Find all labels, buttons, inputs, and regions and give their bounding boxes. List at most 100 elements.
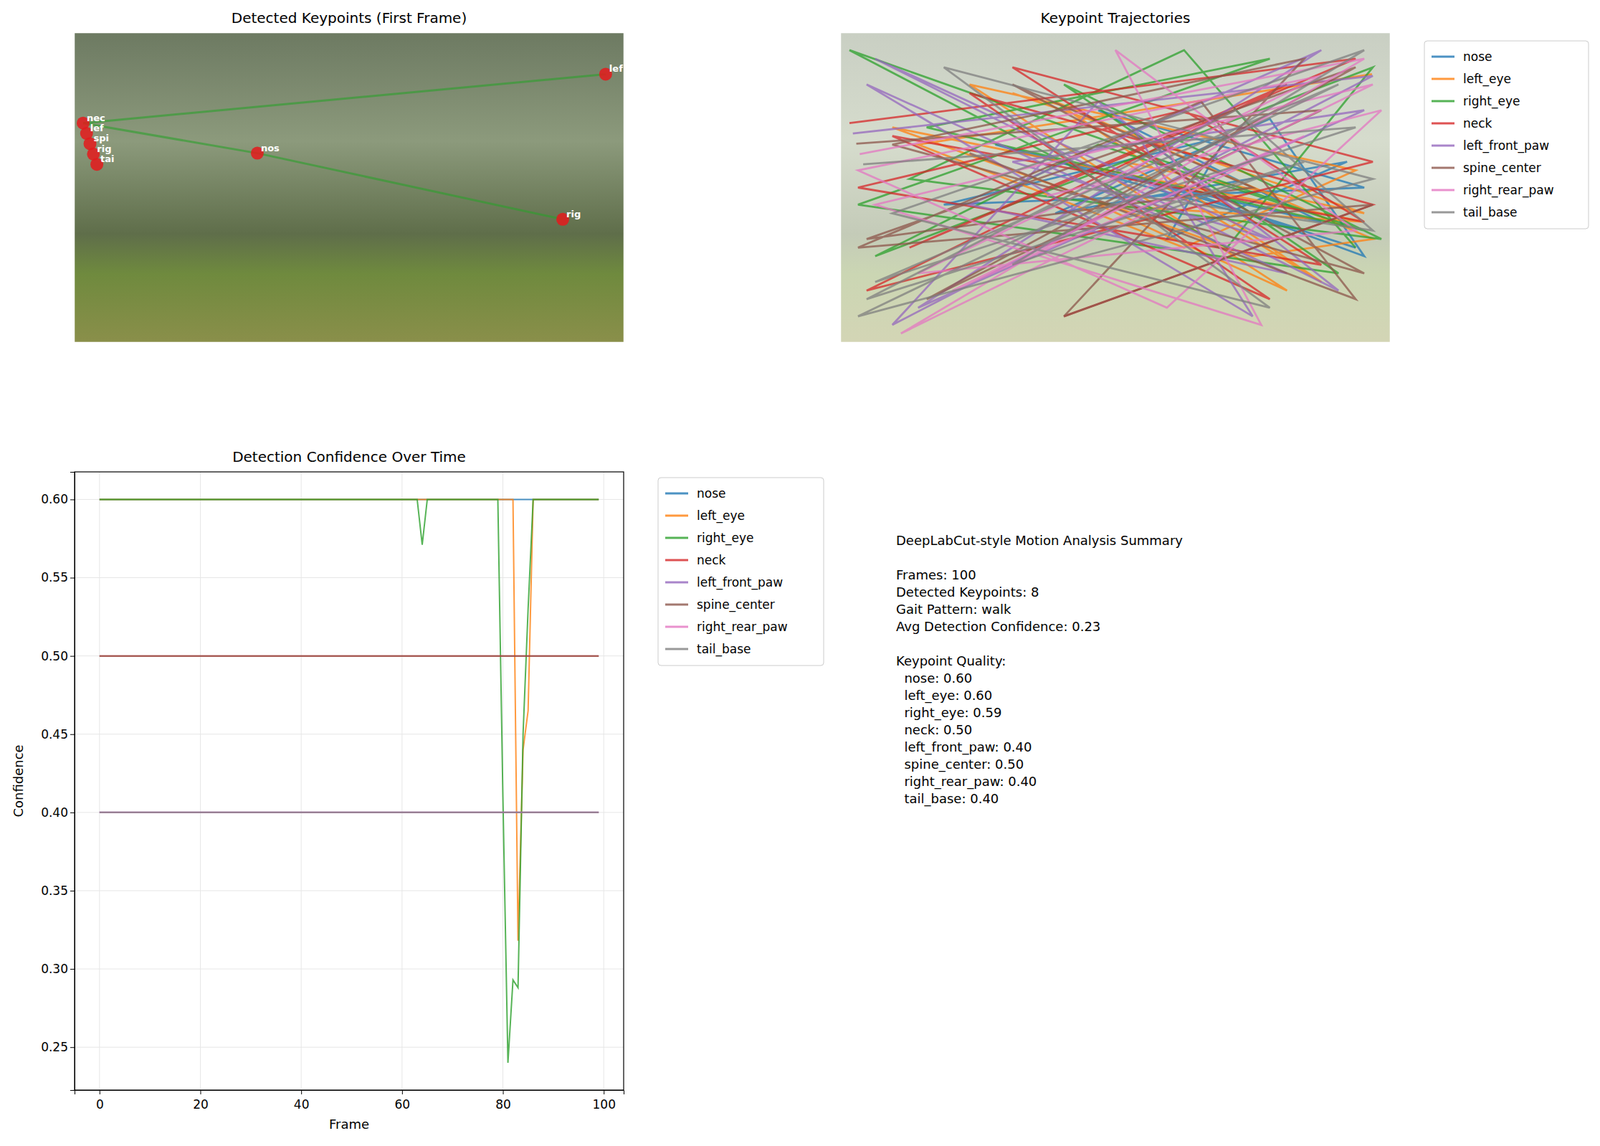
summary-line: Avg Detection Confidence: 0.23 bbox=[896, 618, 1101, 634]
legend-label: left_front_paw bbox=[1463, 138, 1550, 154]
y-tick-label: 0.40 bbox=[40, 805, 69, 820]
legend-swatch bbox=[665, 581, 689, 584]
panel: 0 20 40 60 80 100 0.25 0.30 0.35 0.40 0.45 0.50 0.55… bbox=[10, 448, 824, 1132]
legend-swatch bbox=[665, 648, 689, 651]
keypoint-label: nec bbox=[86, 112, 106, 124]
y-tick-label: 0.50 bbox=[40, 648, 69, 664]
series-line bbox=[99, 498, 599, 1063]
legend-swatch bbox=[1431, 211, 1455, 214]
y-tick: 0.25 bbox=[40, 1039, 75, 1054]
chart-title: Keypoint Trajectories bbox=[1040, 9, 1191, 27]
y-tick-mark bbox=[70, 812, 75, 813]
legend-swatch bbox=[665, 625, 689, 628]
y-tick-label: 0.35 bbox=[40, 883, 69, 898]
y-grid-line bbox=[74, 889, 624, 891]
skeleton-edge bbox=[83, 73, 606, 123]
series-line bbox=[99, 655, 599, 657]
x-tick: 60 bbox=[394, 1089, 411, 1112]
series-line bbox=[99, 655, 599, 657]
summary-line: nose: 0.60 bbox=[896, 670, 973, 686]
x-axis: 0 20 40 60 80 100 bbox=[75, 1089, 625, 1112]
plot-area bbox=[849, 50, 1382, 334]
y-tick-mark bbox=[70, 890, 75, 892]
summary-line: right_rear_paw: 0.40 bbox=[896, 773, 1037, 790]
keypoint-label: rig bbox=[96, 143, 112, 155]
y-tick-mark bbox=[70, 655, 75, 657]
x-tick-label: 0 bbox=[96, 1096, 104, 1112]
y-axis: 0.25 0.30 0.35 0.40 0.45 0.50 0.55 0.60 bbox=[40, 472, 75, 1091]
legend-label: tail_base bbox=[696, 641, 752, 657]
x-tick-label: 20 bbox=[192, 1096, 209, 1112]
x-grid-line bbox=[401, 471, 403, 1090]
legend-swatch bbox=[1431, 144, 1455, 147]
x-tick-mark bbox=[603, 1089, 605, 1094]
summary-text: DeepLabCut-style Motion Analysis Summary… bbox=[896, 532, 1183, 807]
y-tick: 0.45 bbox=[40, 726, 75, 742]
legend-box bbox=[1424, 40, 1589, 229]
legend-swatch bbox=[665, 492, 689, 495]
legend-label: right_rear_paw bbox=[696, 619, 788, 635]
summary-line: Gait Pattern: walk bbox=[896, 601, 1012, 617]
y-tick-mark bbox=[70, 968, 75, 970]
legend-box bbox=[658, 477, 824, 666]
chart-title: Detection Confidence Over Time bbox=[232, 448, 466, 466]
skeleton-edge bbox=[257, 153, 563, 220]
keypoint-label: tai bbox=[100, 153, 114, 165]
y-tick: 0.55 bbox=[40, 569, 75, 585]
keypoint-label: lef bbox=[90, 122, 104, 134]
legend-swatch bbox=[665, 514, 689, 517]
legend-swatch bbox=[665, 559, 689, 562]
y-tick: 0.30 bbox=[40, 961, 75, 976]
legend-label: right_rear_paw bbox=[1463, 182, 1555, 198]
x-tick-label: 100 bbox=[592, 1096, 616, 1112]
x-grid-line bbox=[98, 471, 100, 1090]
panel: noslefrigneclefspirigtaiDetected Keypoin… bbox=[74, 9, 624, 342]
y-tick-label: 0.45 bbox=[40, 726, 69, 742]
legend-label: tail_base bbox=[1463, 205, 1518, 221]
y-grid-line bbox=[74, 1046, 624, 1048]
plot-frame bbox=[840, 32, 1390, 342]
x-tick: 40 bbox=[293, 1089, 310, 1112]
series-line bbox=[99, 811, 599, 813]
plot-frame bbox=[74, 471, 624, 1090]
x-tick-mark bbox=[200, 1089, 201, 1094]
legend-label: left_eye bbox=[696, 508, 745, 524]
y-grid-line bbox=[74, 968, 624, 970]
y-tick: 0.35 bbox=[40, 883, 75, 898]
x-tick: 0 bbox=[96, 1089, 104, 1112]
y-tick-label: 0.25 bbox=[40, 1039, 69, 1054]
legend-label: left_eye bbox=[1463, 71, 1512, 87]
y-tick-mark bbox=[70, 498, 75, 500]
keypoint-labels: noslefrigneclefspirigtai bbox=[86, 63, 623, 219]
y-tick-mark bbox=[70, 1046, 75, 1048]
summary-line: Frames: 100 bbox=[896, 567, 977, 583]
legend-label: neck bbox=[696, 552, 727, 568]
y-tick: 0.40 bbox=[40, 805, 75, 820]
legend-swatch bbox=[1431, 55, 1455, 59]
background bbox=[0, 0, 1600, 1146]
keypoint-label: nos bbox=[260, 142, 280, 154]
legend: noseleft_eyeright_eyeneckleft_front_paws… bbox=[1424, 40, 1589, 229]
summary-line: Detected Keypoints: 8 bbox=[896, 584, 1039, 600]
series-line bbox=[858, 50, 1373, 317]
legend-label: left_front_paw bbox=[696, 574, 783, 590]
image-background bbox=[74, 32, 624, 342]
x-axis-title: Frame bbox=[329, 1116, 370, 1132]
x-tick-mark bbox=[402, 1089, 403, 1094]
plot-frame bbox=[74, 32, 624, 342]
summary-line: DeepLabCut-style Motion Analysis Summary bbox=[896, 532, 1183, 548]
legend-label: nose bbox=[696, 486, 727, 501]
chart-title: Detected Keypoints (First Frame) bbox=[231, 9, 467, 27]
legend-label: spine_center bbox=[1463, 160, 1542, 176]
legend-swatch bbox=[1431, 167, 1455, 170]
y-tick-label: 0.60 bbox=[40, 491, 69, 507]
panel: Keypoint Trajectories noseleft_eyeright_e… bbox=[840, 9, 1589, 342]
legend-label: spine_center bbox=[696, 597, 775, 613]
x-grid-line bbox=[200, 471, 201, 1090]
y-grid-line bbox=[74, 733, 624, 735]
keypoint-label: rig bbox=[566, 208, 581, 220]
legend-swatch bbox=[665, 603, 689, 606]
x-tick: 80 bbox=[495, 1089, 512, 1112]
y-tick-label: 0.30 bbox=[40, 961, 69, 976]
summary-line: left_front_paw: 0.40 bbox=[896, 739, 1032, 755]
